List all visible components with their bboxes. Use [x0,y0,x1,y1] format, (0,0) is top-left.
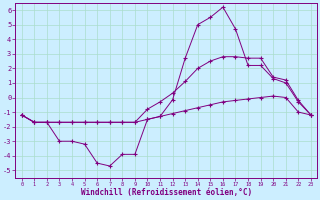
X-axis label: Windchill (Refroidissement éolien,°C): Windchill (Refroidissement éolien,°C) [81,188,252,197]
